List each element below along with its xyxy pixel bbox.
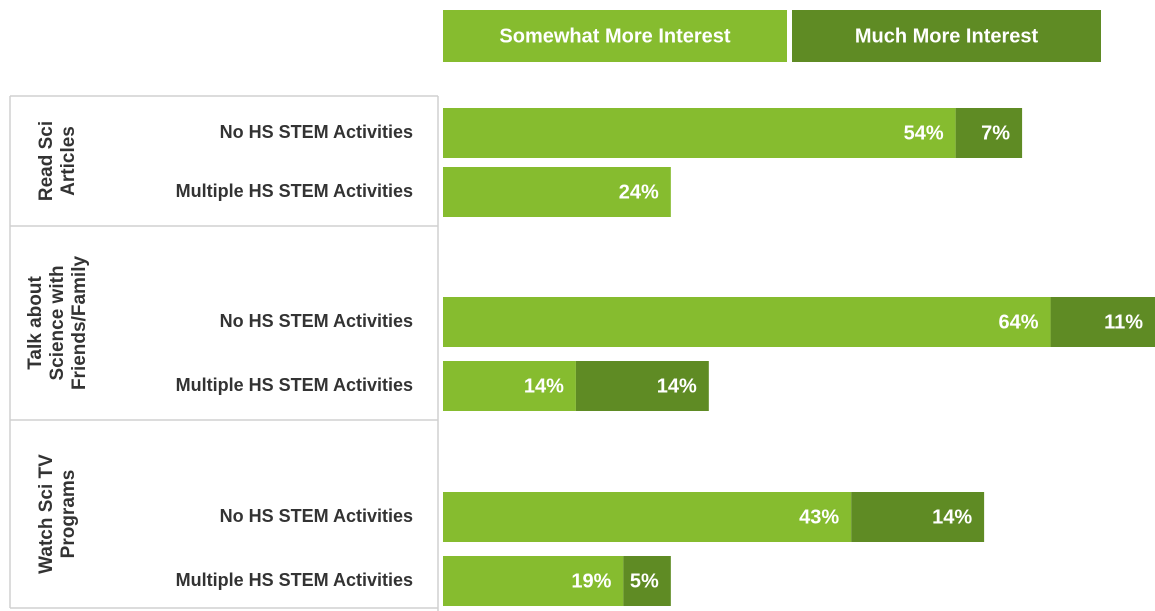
row-label: No HS STEM Activities: [220, 506, 413, 526]
row-label: No HS STEM Activities: [220, 122, 413, 142]
bar-segment: [443, 167, 671, 217]
bar-segment: [623, 556, 671, 606]
bar-segment: [443, 108, 956, 158]
value-label: 24%: [619, 181, 659, 203]
legend-label: Somewhat More Interest: [499, 25, 731, 47]
value-label: 14%: [524, 375, 564, 397]
bar-segment: [851, 492, 985, 542]
bar-segment: [443, 361, 576, 411]
group-label-line: Programs: [58, 470, 79, 559]
group-label-line: Read Sci: [36, 121, 57, 201]
legend-swatch: [443, 10, 787, 62]
group-label: Watch Sci TVPrograms: [36, 454, 79, 574]
row-label: Multiple HS STEM Activities: [176, 570, 413, 590]
value-label: 14%: [657, 375, 697, 397]
row-label: No HS STEM Activities: [220, 311, 413, 331]
group-label: Talk aboutScience withFriends/Family: [25, 256, 90, 391]
value-label: 11%: [1104, 311, 1143, 333]
value-label: 64%: [999, 311, 1039, 333]
value-label: 14%: [932, 506, 972, 528]
group-label-line: Science with: [47, 265, 68, 380]
bar-segment: [955, 108, 1023, 158]
bar-segment: [575, 361, 709, 411]
row-label: Multiple HS STEM Activities: [176, 181, 413, 201]
legend-label: Much More Interest: [855, 25, 1039, 47]
value-label: 7%: [981, 122, 1010, 144]
group-label-line: Talk about: [25, 276, 46, 370]
value-label: 54%: [904, 122, 944, 144]
legend-swatch: [792, 10, 1101, 62]
group-label: Read SciArticles: [36, 121, 79, 201]
bar-segment: [443, 556, 624, 606]
row-label: Multiple HS STEM Activities: [176, 375, 413, 395]
bar-segment: [1050, 297, 1155, 347]
group-label-line: Friends/Family: [69, 256, 90, 391]
bar-segment: [443, 492, 852, 542]
value-label: 43%: [799, 506, 839, 528]
value-label: 5%: [630, 570, 659, 592]
frame: [9, 95, 439, 611]
value-label: 19%: [571, 570, 611, 592]
bar-segment: [443, 297, 1051, 347]
group-label-line: Articles: [58, 126, 79, 196]
group-label-line: Watch Sci TV: [36, 454, 57, 574]
